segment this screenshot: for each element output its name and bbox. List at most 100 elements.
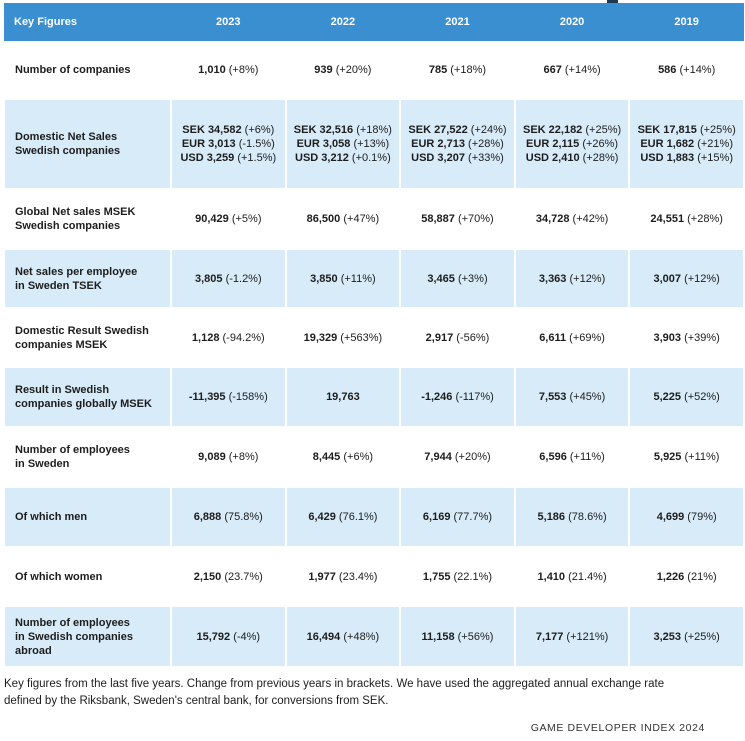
value-line: 7,553 (+45%) bbox=[516, 390, 629, 404]
table-header-row: Key Figures 2023 2022 2021 2020 2019 bbox=[4, 3, 744, 41]
value-change: (+563%) bbox=[340, 331, 383, 344]
value-line: -11,395 (-158%) bbox=[172, 390, 285, 404]
value-change: (+14%) bbox=[564, 63, 601, 76]
value-line: 19,329 (+563%) bbox=[287, 331, 400, 345]
value-line: 9,089 (+8%) bbox=[172, 450, 285, 464]
value-cell: -11,395 (-158%) bbox=[170, 367, 287, 428]
value-number: 8,445 bbox=[312, 451, 341, 463]
value-line: 15,792 (-4%) bbox=[172, 630, 285, 644]
value-line: 6,429 (76.1%) bbox=[287, 510, 400, 524]
value-line: 1,128 (-94.2%) bbox=[172, 331, 285, 345]
header-year: 2022 bbox=[285, 3, 401, 41]
value-line: 6,169 (77.7%) bbox=[401, 510, 514, 524]
value-line: 939 (+20%) bbox=[287, 63, 400, 77]
value-line: USD 3,259 (+1.5%) bbox=[172, 151, 285, 165]
value-line: USD 3,207 (+33%) bbox=[401, 151, 514, 165]
value-change: (-4%) bbox=[233, 630, 261, 643]
value-line: 6,611 (+69%) bbox=[516, 331, 629, 345]
header-year: 2021 bbox=[400, 3, 515, 41]
value-number: 19,329 bbox=[303, 331, 338, 344]
row-label-line: Domestic Result Swedish bbox=[15, 324, 149, 337]
value-line: 7,944 (+20%) bbox=[401, 450, 514, 464]
value-number: 6,611 bbox=[539, 331, 567, 344]
value-cell: 15,792 (-4%) bbox=[170, 606, 287, 668]
row-label-line: Number of employees bbox=[15, 616, 130, 629]
value-change: (78.6%) bbox=[568, 511, 607, 523]
value-number: 24,551 bbox=[650, 213, 685, 225]
value-change: (+11%) bbox=[684, 451, 720, 463]
value-line: USD 1,883 (+15%) bbox=[630, 151, 743, 165]
value-cell: 1,410 (21.4%) bbox=[513, 547, 631, 607]
table-row: Number of employees in Sweden 9,089 (+8%) 8… bbox=[3, 427, 745, 488]
value-change: (21.4%) bbox=[568, 570, 607, 583]
value-change: (-117%) bbox=[455, 391, 494, 403]
value-line: 5,186 (78.6%) bbox=[516, 510, 629, 524]
row-label: Of which men bbox=[3, 487, 172, 548]
row-label-line: Swedish companies bbox=[15, 220, 121, 232]
value-number: SEK 34,582 bbox=[182, 124, 242, 136]
row-label-line: in Swedish companies bbox=[15, 630, 133, 643]
value-change: (+69%) bbox=[569, 331, 605, 344]
value-line: 90,429 (+5%) bbox=[172, 212, 285, 226]
value-cell: 3,465 (+3%) bbox=[399, 249, 516, 309]
row-label-line: Of which women bbox=[15, 570, 103, 583]
value-change: (+70%) bbox=[457, 213, 494, 225]
value-line: 86,500 (+47%) bbox=[287, 212, 400, 226]
value-number: 3,007 bbox=[653, 272, 682, 285]
header-year: 2023 bbox=[171, 3, 286, 41]
value-cell: 24,551 (+28%) bbox=[628, 189, 745, 250]
value-change: (+47%) bbox=[343, 213, 380, 225]
value-number: 5,925 bbox=[653, 451, 682, 463]
value-change: (+25%) bbox=[585, 124, 622, 136]
value-line: 2,150 (23.7%) bbox=[172, 570, 285, 584]
value-cell: 1,010 (+8%) bbox=[170, 41, 287, 100]
value-line: 11,158 (+56%) bbox=[401, 630, 514, 644]
value-change: (+121%) bbox=[566, 630, 609, 643]
value-change: (+6%) bbox=[343, 451, 374, 463]
value-line: 3,903 (+39%) bbox=[630, 331, 743, 345]
value-number: -11,395 bbox=[188, 391, 226, 403]
value-change: (+52%) bbox=[684, 391, 720, 403]
value-change: (22.1%) bbox=[453, 570, 493, 583]
value-line: 3,805 (-1.2%) bbox=[172, 272, 285, 286]
value-change: (+18%) bbox=[356, 124, 392, 136]
value-change: (-1.2%) bbox=[225, 272, 262, 285]
key-figures-table: Key Figures 2023 2022 2021 2020 2019 Num… bbox=[3, 3, 745, 668]
row-label-line: Number of employees bbox=[15, 444, 130, 456]
value-cell: 58,887 (+70%) bbox=[399, 189, 516, 250]
value-line: SEK 27,522 (+24%) bbox=[401, 123, 514, 137]
value-number: 3,253 bbox=[653, 630, 682, 643]
table-row: Of which women 2,150 (23.7%) 1,977 (23.4%)… bbox=[3, 547, 745, 607]
value-number: 2,917 bbox=[425, 331, 454, 344]
value-number: 939 bbox=[314, 63, 333, 76]
value-line: 6,596 (+11%) bbox=[516, 450, 629, 464]
value-number: 6,429 bbox=[308, 511, 336, 523]
value-change: (+5%) bbox=[231, 213, 262, 225]
value-number: 1,010 bbox=[198, 63, 226, 76]
value-line: 667 (+14%) bbox=[516, 63, 629, 77]
value-change: (+8%) bbox=[228, 451, 259, 463]
value-cell: 2,917 (-56%) bbox=[399, 308, 516, 368]
row-label: Domestic Net Sales Swedish companies bbox=[3, 99, 172, 190]
value-number: EUR 3,013 bbox=[181, 138, 236, 150]
value-number: EUR 3,058 bbox=[296, 138, 351, 150]
value-line: 24,551 (+28%) bbox=[630, 212, 743, 226]
header-year: 2020 bbox=[514, 3, 630, 41]
value-cell: SEK 32,516 (+18%) EUR 3,058 (+13%) USD 3,2… bbox=[284, 99, 402, 190]
value-change: (23.7%) bbox=[224, 570, 263, 583]
value-change: (75.8%) bbox=[224, 511, 263, 523]
value-line: EUR 2,713 (+28%) bbox=[401, 137, 514, 151]
header-key-figures: Key Figures bbox=[4, 3, 171, 41]
value-change: (76.1%) bbox=[338, 511, 378, 523]
value-number: 3,363 bbox=[538, 272, 567, 285]
value-change: (+0.1%) bbox=[351, 152, 391, 164]
row-label: Number of employees in Swedish companies a… bbox=[3, 606, 172, 668]
value-number: 34,728 bbox=[535, 213, 570, 225]
value-number: 1,226 bbox=[656, 570, 685, 583]
value-cell: 939 (+20%) bbox=[284, 41, 402, 100]
value-cell: 90,429 (+5%) bbox=[170, 189, 287, 250]
value-line: 7,177 (+121%) bbox=[516, 630, 629, 644]
value-cell: 8,445 (+6%) bbox=[284, 427, 402, 488]
value-change: (+42%) bbox=[572, 213, 609, 225]
value-cell: 7,177 (+121%) bbox=[513, 606, 631, 668]
